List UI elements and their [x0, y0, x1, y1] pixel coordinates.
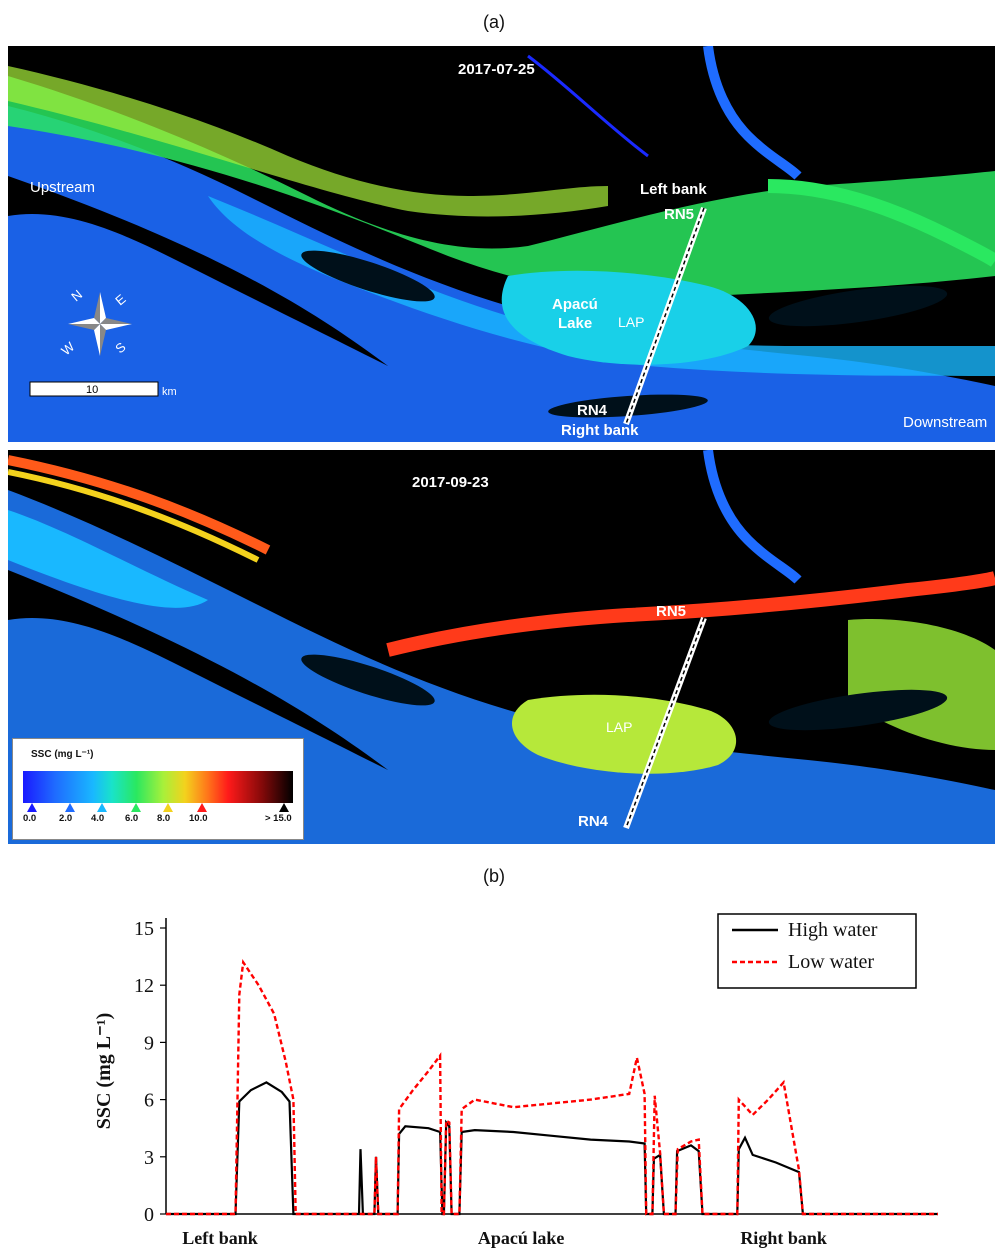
y-tick-label: 0: [144, 1204, 154, 1226]
series-line-low-water: [166, 958, 938, 1216]
legend-entry: High water: [788, 919, 878, 941]
apacu-lake-label-1: Apacú: [552, 296, 598, 313]
legend-tick: 8.0: [157, 813, 171, 824]
legend-title: SSC (mg L⁻¹): [31, 749, 94, 760]
map-imagery: 2017-07-25 Upstream Left bank RN5 Apacú …: [8, 46, 995, 442]
chart-legend: [717, 913, 917, 989]
x-category-label: Left bank: [182, 1228, 258, 1248]
y-tick-label: 12: [134, 975, 154, 997]
legend-color-ramp: [23, 771, 293, 803]
ssc-transect-chart: 0 3 6 9 12 15 SSC (mg L⁻¹) Left bank Apacú lake R…: [93, 913, 938, 1248]
apacu-lake-label-2: Lake: [558, 315, 592, 332]
lap-label: LAP: [606, 719, 632, 735]
legend-tick: > 15.0: [265, 813, 292, 824]
downstream-label: Downstream: [903, 414, 987, 431]
rn5-label: RN5: [664, 206, 694, 223]
y-tick-label: 15: [134, 918, 154, 940]
legend-marker-8: [163, 803, 173, 812]
panel-a-label: (a): [483, 12, 505, 32]
legend-marker-15: [279, 803, 289, 812]
svg-text:10: 10: [86, 384, 98, 396]
ssc-color-legend: SSC (mg L⁻¹) 0.0 2.0 4.0 6.0 8.0 10.0 > …: [12, 738, 304, 840]
legend-tick: 0.0: [23, 813, 37, 824]
right-bank-label: Right bank: [561, 422, 639, 439]
lap-label: LAP: [618, 314, 644, 330]
x-category-label: Right bank: [740, 1228, 827, 1248]
legend-tick: 6.0: [125, 813, 139, 824]
legend-entry: Low water: [788, 951, 874, 973]
legend-tick: 10.0: [189, 813, 208, 824]
x-category-label: Apacú lake: [478, 1228, 565, 1248]
legend-marker-4: [97, 803, 107, 812]
legend-marker-6: [131, 803, 141, 812]
legend-marker-10: [197, 803, 207, 812]
left-bank-label: Left bank: [640, 181, 707, 198]
y-tick-label: 3: [144, 1147, 154, 1169]
y-tick-label: 9: [144, 1032, 154, 1054]
map-date-top: 2017-07-25: [458, 61, 535, 78]
rn4-label: RN4: [578, 813, 609, 830]
rn5-label: RN5: [656, 603, 686, 620]
series-line-high-water: [166, 1081, 938, 1216]
satellite-map-high-water: 2017-07-25 Upstream Left bank RN5 Apacú …: [8, 46, 995, 442]
scale-bar: 10 km: [29, 381, 177, 398]
legend-tick: 2.0: [59, 813, 73, 824]
svg-text:km: km: [162, 386, 177, 398]
rn4-label: RN4: [577, 402, 608, 419]
legend-marker-2: [65, 803, 75, 812]
y-axis-label: SSC (mg L⁻¹): [93, 1013, 115, 1130]
legend-tick: 4.0: [91, 813, 105, 824]
y-tick-label: 6: [144, 1090, 154, 1112]
legend-marker-0: [27, 803, 37, 812]
upstream-label: Upstream: [30, 179, 95, 196]
map-date-bottom: 2017-09-23: [412, 474, 489, 491]
panel-b-label: (b): [483, 866, 505, 886]
